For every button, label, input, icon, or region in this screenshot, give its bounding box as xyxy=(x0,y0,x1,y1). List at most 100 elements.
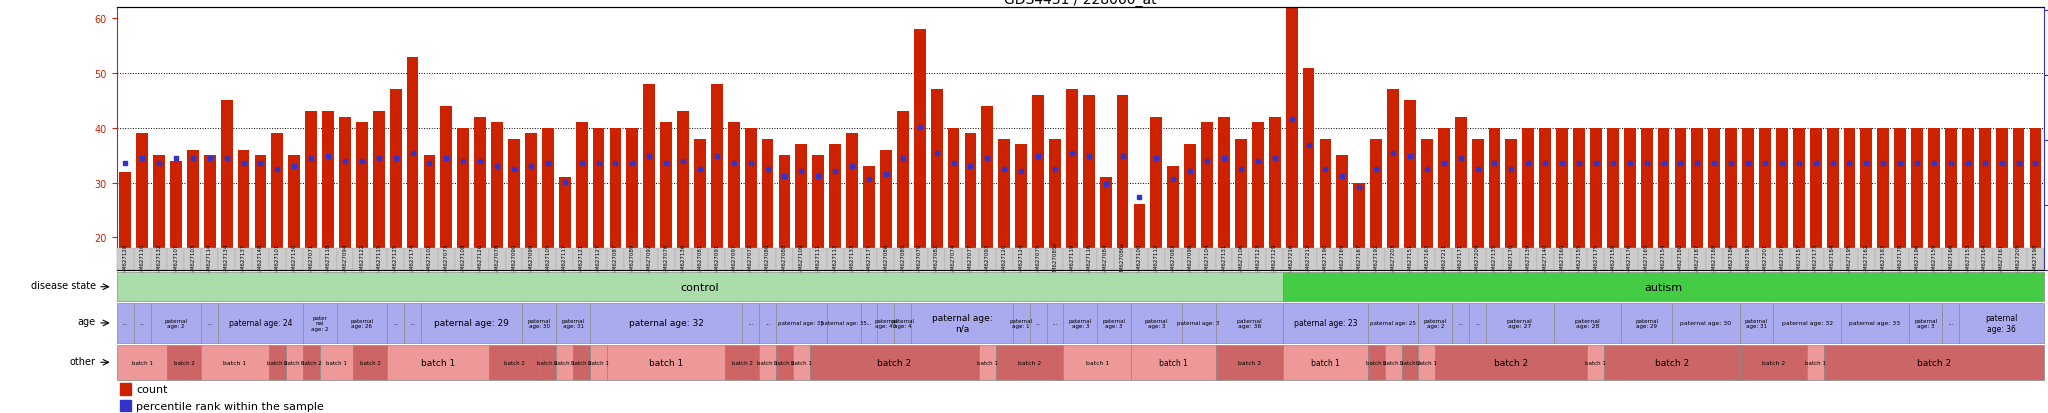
Text: GSM627159: GSM627159 xyxy=(1931,243,1937,276)
Bar xyxy=(1083,96,1096,347)
Bar xyxy=(184,249,201,271)
Text: GSM627196: GSM627196 xyxy=(1915,243,1919,276)
Bar xyxy=(219,249,236,271)
Point xyxy=(903,124,936,131)
Bar xyxy=(1722,249,1739,271)
Point xyxy=(887,156,920,162)
Bar xyxy=(117,304,133,343)
Text: GSM627086c: GSM627086c xyxy=(1120,242,1124,278)
Bar xyxy=(1266,249,1284,271)
Bar xyxy=(2009,249,2028,271)
Bar xyxy=(1270,118,1280,347)
Bar xyxy=(1284,345,1368,380)
Bar xyxy=(1405,101,1415,347)
Text: GSM627163: GSM627163 xyxy=(1423,243,1430,276)
Bar xyxy=(1671,249,1690,271)
Bar xyxy=(489,345,539,380)
Text: batch 2: batch 2 xyxy=(1366,360,1386,365)
Bar xyxy=(1892,249,1909,271)
Text: GSM627137: GSM627137 xyxy=(242,243,246,276)
Point xyxy=(193,156,225,162)
Bar xyxy=(1841,304,1909,343)
Text: count: count xyxy=(137,384,168,394)
Text: GSM627124: GSM627124 xyxy=(1018,243,1024,276)
Point xyxy=(684,166,717,173)
Point xyxy=(1968,161,2001,167)
Text: GSM627212: GSM627212 xyxy=(1307,243,1311,276)
Text: GSM627151: GSM627151 xyxy=(1407,243,1413,276)
Bar xyxy=(1487,304,1554,343)
Bar xyxy=(911,304,1012,343)
Point xyxy=(1935,161,1968,167)
Bar xyxy=(1233,249,1249,271)
Text: GSM627121: GSM627121 xyxy=(580,243,584,276)
Bar xyxy=(1571,249,1587,271)
Text: paternal
age: 2: paternal age: 2 xyxy=(164,318,188,329)
Bar xyxy=(1300,249,1317,271)
Text: GSM627183: GSM627183 xyxy=(1880,243,1886,276)
Bar xyxy=(1317,249,1333,271)
Text: GSM627106: GSM627106 xyxy=(1239,243,1243,276)
Bar xyxy=(1352,249,1368,271)
Bar xyxy=(1608,128,1618,347)
Bar xyxy=(268,345,287,380)
Text: GSM627198: GSM627198 xyxy=(2034,243,2038,276)
Bar xyxy=(1198,249,1217,271)
Point xyxy=(1630,161,1663,167)
Bar xyxy=(1286,0,1298,347)
Bar xyxy=(895,304,911,343)
Text: GSM627090: GSM627090 xyxy=(512,243,516,276)
Bar xyxy=(440,107,453,347)
Bar xyxy=(1384,249,1401,271)
Text: GSM627155: GSM627155 xyxy=(1577,243,1581,276)
Point xyxy=(819,169,852,175)
Text: paternal age: 23: paternal age: 23 xyxy=(1294,319,1358,328)
Point xyxy=(1495,166,1528,173)
Text: GSM627073: GSM627073 xyxy=(444,243,449,276)
Point xyxy=(1563,161,1595,167)
Text: ...: ... xyxy=(1948,320,1954,326)
Point xyxy=(836,164,868,170)
Bar xyxy=(1739,304,1774,343)
Text: batch 1: batch 1 xyxy=(555,360,575,365)
Bar xyxy=(1675,128,1686,347)
Bar xyxy=(1452,249,1468,271)
Text: batch 2: batch 2 xyxy=(1018,360,1040,365)
Text: paternal age: 32: paternal age: 32 xyxy=(629,319,705,328)
Bar xyxy=(539,249,557,271)
Bar xyxy=(1825,345,2044,380)
Bar xyxy=(1587,249,1604,271)
Text: GSM627167: GSM627167 xyxy=(1356,243,1362,276)
Bar xyxy=(1962,128,1974,347)
Bar xyxy=(1032,96,1044,347)
Bar xyxy=(1604,249,1622,271)
Bar xyxy=(1520,249,1536,271)
Point xyxy=(414,161,446,167)
Text: GSM627180: GSM627180 xyxy=(1677,243,1683,276)
Point xyxy=(160,156,193,162)
Point xyxy=(176,156,209,162)
Bar xyxy=(1978,128,1991,347)
Text: ...: ... xyxy=(766,320,770,326)
Point xyxy=(1006,169,1038,175)
Point xyxy=(1698,161,1731,167)
Bar xyxy=(846,134,858,347)
Bar xyxy=(1774,249,1790,271)
Text: GSM627166: GSM627166 xyxy=(1948,243,1954,276)
Bar xyxy=(438,249,455,271)
Point xyxy=(311,153,344,159)
Point xyxy=(211,156,244,162)
Text: GSM627102: GSM627102 xyxy=(426,243,432,276)
Point xyxy=(768,174,801,180)
Point xyxy=(549,179,582,185)
Bar xyxy=(219,304,303,343)
Bar xyxy=(201,249,219,271)
Text: GSM627092: GSM627092 xyxy=(647,243,651,276)
Point xyxy=(1022,153,1055,159)
Bar xyxy=(354,345,387,380)
Bar xyxy=(590,304,741,343)
Bar xyxy=(1130,249,1149,271)
Text: disease state: disease state xyxy=(31,280,96,291)
Bar xyxy=(424,156,436,347)
Text: batch 1: batch 1 xyxy=(791,360,811,365)
